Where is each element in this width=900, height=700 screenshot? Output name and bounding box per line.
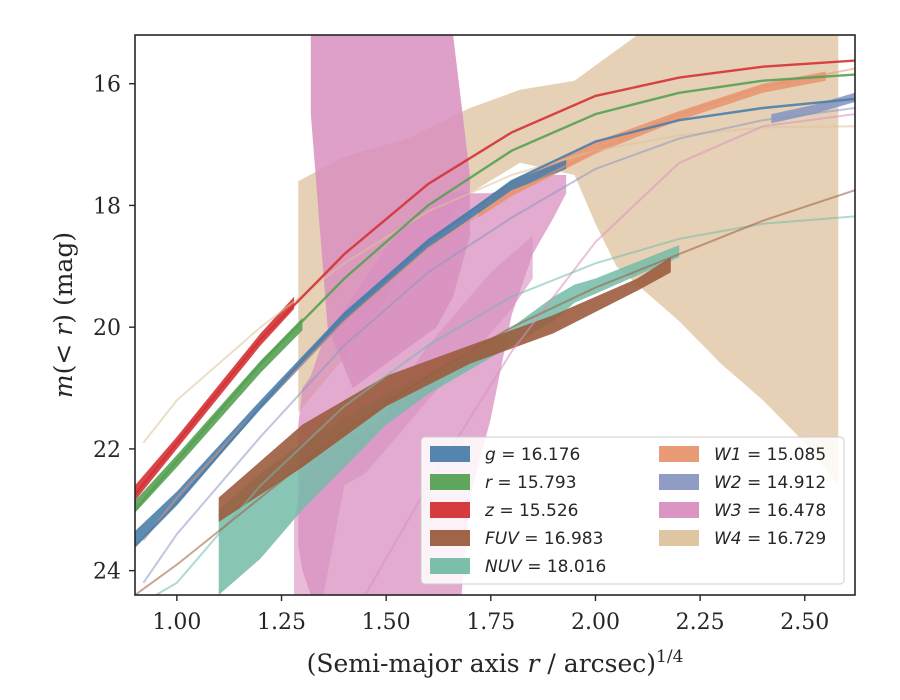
legend-label-w3: W3 = 16.478	[714, 501, 826, 521]
legend-label-g: g = 16.176	[485, 445, 580, 465]
y-tick-label-24: 24	[93, 560, 121, 585]
x-tick-label-1.00: 1.00	[152, 610, 201, 635]
y-tick-label-20: 20	[93, 316, 121, 341]
legend-swatch-fuv	[430, 530, 470, 546]
legend-label-r: r = 15.793	[485, 473, 577, 493]
legend-label-w2: W2 = 14.912	[714, 473, 826, 493]
plot-frame	[134, 34, 856, 596]
bands-layer	[135, 35, 855, 595]
legend-label-w4: W4 = 16.729	[714, 529, 826, 549]
z-curve	[135, 59, 855, 496]
x-axis-label: (Semi-major axis r / arcsec)1/4	[307, 647, 684, 678]
w2-curve	[142, 107, 855, 584]
legend-swatch-w3	[659, 502, 699, 518]
legend-swatch-z	[430, 502, 470, 518]
legend-label-fuv: FUV = 16.983	[485, 529, 603, 549]
y-axis-label: m(< r) (mag)	[49, 232, 78, 398]
x-tick-label-1.75: 1.75	[466, 610, 515, 635]
x-tick-label-1.25: 1.25	[257, 610, 306, 635]
fuv-band	[218, 257, 671, 522]
nuv-curve	[155, 215, 855, 595]
legend-frame	[420, 436, 845, 585]
legend-label-nuv: NUV = 18.016	[485, 557, 606, 577]
legend-swatch-w1	[659, 446, 699, 462]
w3-curve	[364, 113, 855, 595]
x-tick-label-1.50: 1.50	[362, 610, 411, 635]
g-curve	[135, 97, 855, 548]
x-tick-label-2.25: 2.25	[676, 610, 725, 635]
x-axis: 1.00 1.25 1.50 1.75 2.00 2.25 2.50	[152, 595, 829, 635]
legend-swatch-w2	[659, 474, 699, 490]
w3-band-spike	[310, 35, 470, 388]
fuv-curve	[135, 189, 855, 595]
x-tick-label-2.00: 2.00	[571, 610, 620, 635]
legend-swatch-nuv	[430, 558, 470, 574]
r-curve	[135, 73, 855, 511]
legend-swatch-g	[430, 446, 470, 462]
w1-curve	[142, 67, 855, 541]
y-axis: 16 18 20 22 24	[93, 73, 135, 585]
r-band	[135, 318, 303, 513]
x-tick-label-2.50: 2.50	[780, 610, 829, 635]
w1-band	[478, 71, 826, 218]
y-tick-label-16: 16	[93, 73, 121, 98]
legend-swatch-w4	[659, 530, 699, 546]
y-tick-label-18: 18	[93, 194, 121, 219]
legend-swatch-r	[430, 474, 470, 490]
w4-curve	[142, 125, 855, 444]
legend-label-z: z = 15.526	[484, 501, 578, 521]
legend-label-w1: W1 = 15.085	[714, 445, 826, 465]
legend: g = 16.176 r = 15.793 z = 15.526 FUV = 16.9…	[420, 436, 845, 585]
y-tick-label-22: 22	[93, 438, 121, 463]
w3-band-secondary	[294, 235, 533, 595]
